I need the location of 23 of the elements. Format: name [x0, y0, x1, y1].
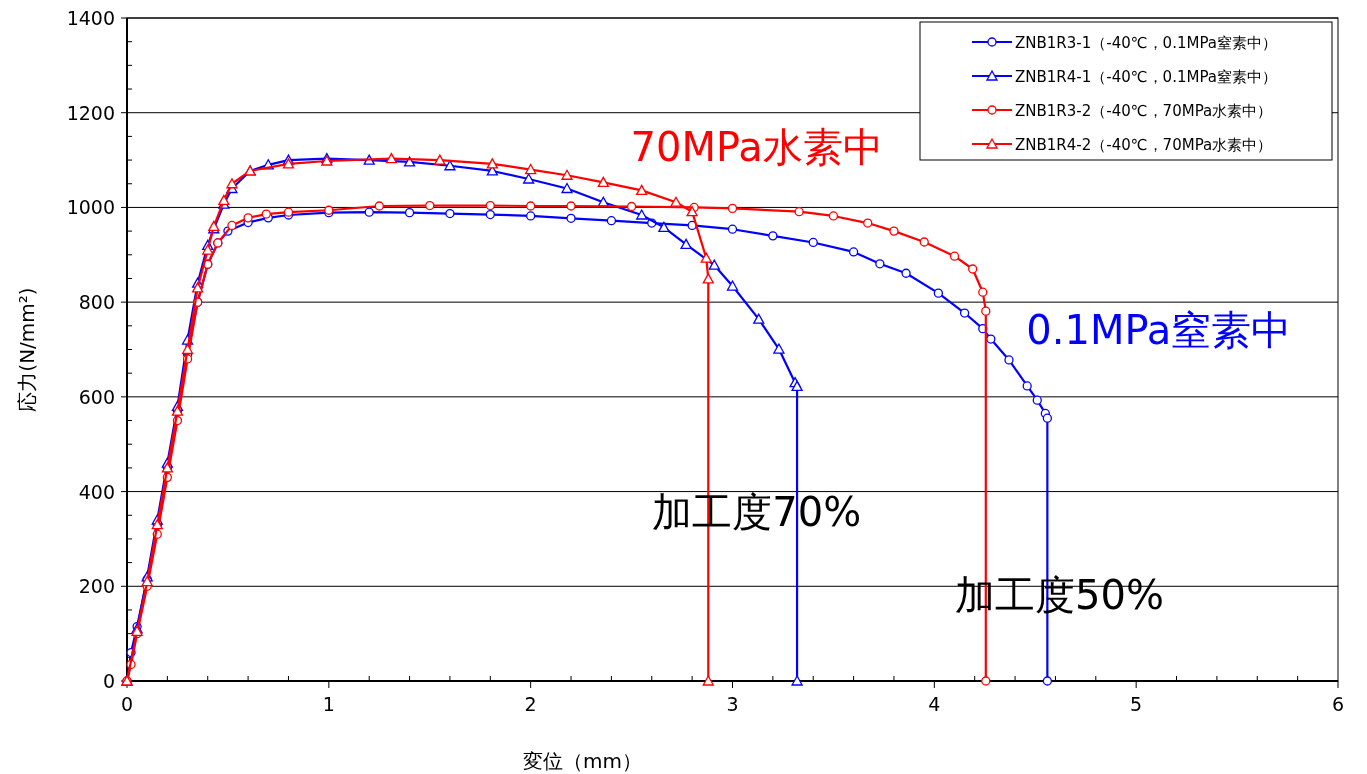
xlabel: 変位（mm） — [523, 749, 642, 773]
xtick: 2 — [524, 693, 537, 715]
ytick: 0 — [102, 670, 115, 692]
ytick: 400 — [78, 480, 115, 503]
ytick: 1000 — [66, 196, 115, 219]
ytick: 200 — [78, 575, 115, 598]
legend-label: ZNB1R3-1（-40℃，0.1MPa窒素中） — [1015, 34, 1277, 52]
ylabel: 応力(N/mm²) — [15, 287, 39, 412]
ytick: 600 — [78, 385, 115, 408]
xtick: 3 — [726, 693, 739, 715]
xtick: 6 — [1331, 693, 1345, 715]
legend-label: ZNB1R3-2（-40℃，70MPa水素中） — [1015, 102, 1273, 120]
legend-label: ZNB1R4-1（-40℃，0.1MPa窒素中） — [1015, 68, 1277, 86]
ytick: 1400 — [66, 7, 115, 29]
xtick: 0 — [120, 693, 134, 715]
xtick: 4 — [928, 693, 941, 715]
annotation: 0.1MPa窒素中 — [1026, 306, 1292, 353]
legend-label: ZNB1R4-2（-40℃，70MPa水素中） — [1015, 136, 1273, 154]
xtick: 1 — [322, 693, 335, 715]
ytick: 1200 — [66, 101, 115, 124]
xtick: 5 — [1130, 693, 1143, 715]
annotation: 70MPa水素中 — [630, 124, 883, 171]
ytick: 800 — [78, 291, 115, 314]
